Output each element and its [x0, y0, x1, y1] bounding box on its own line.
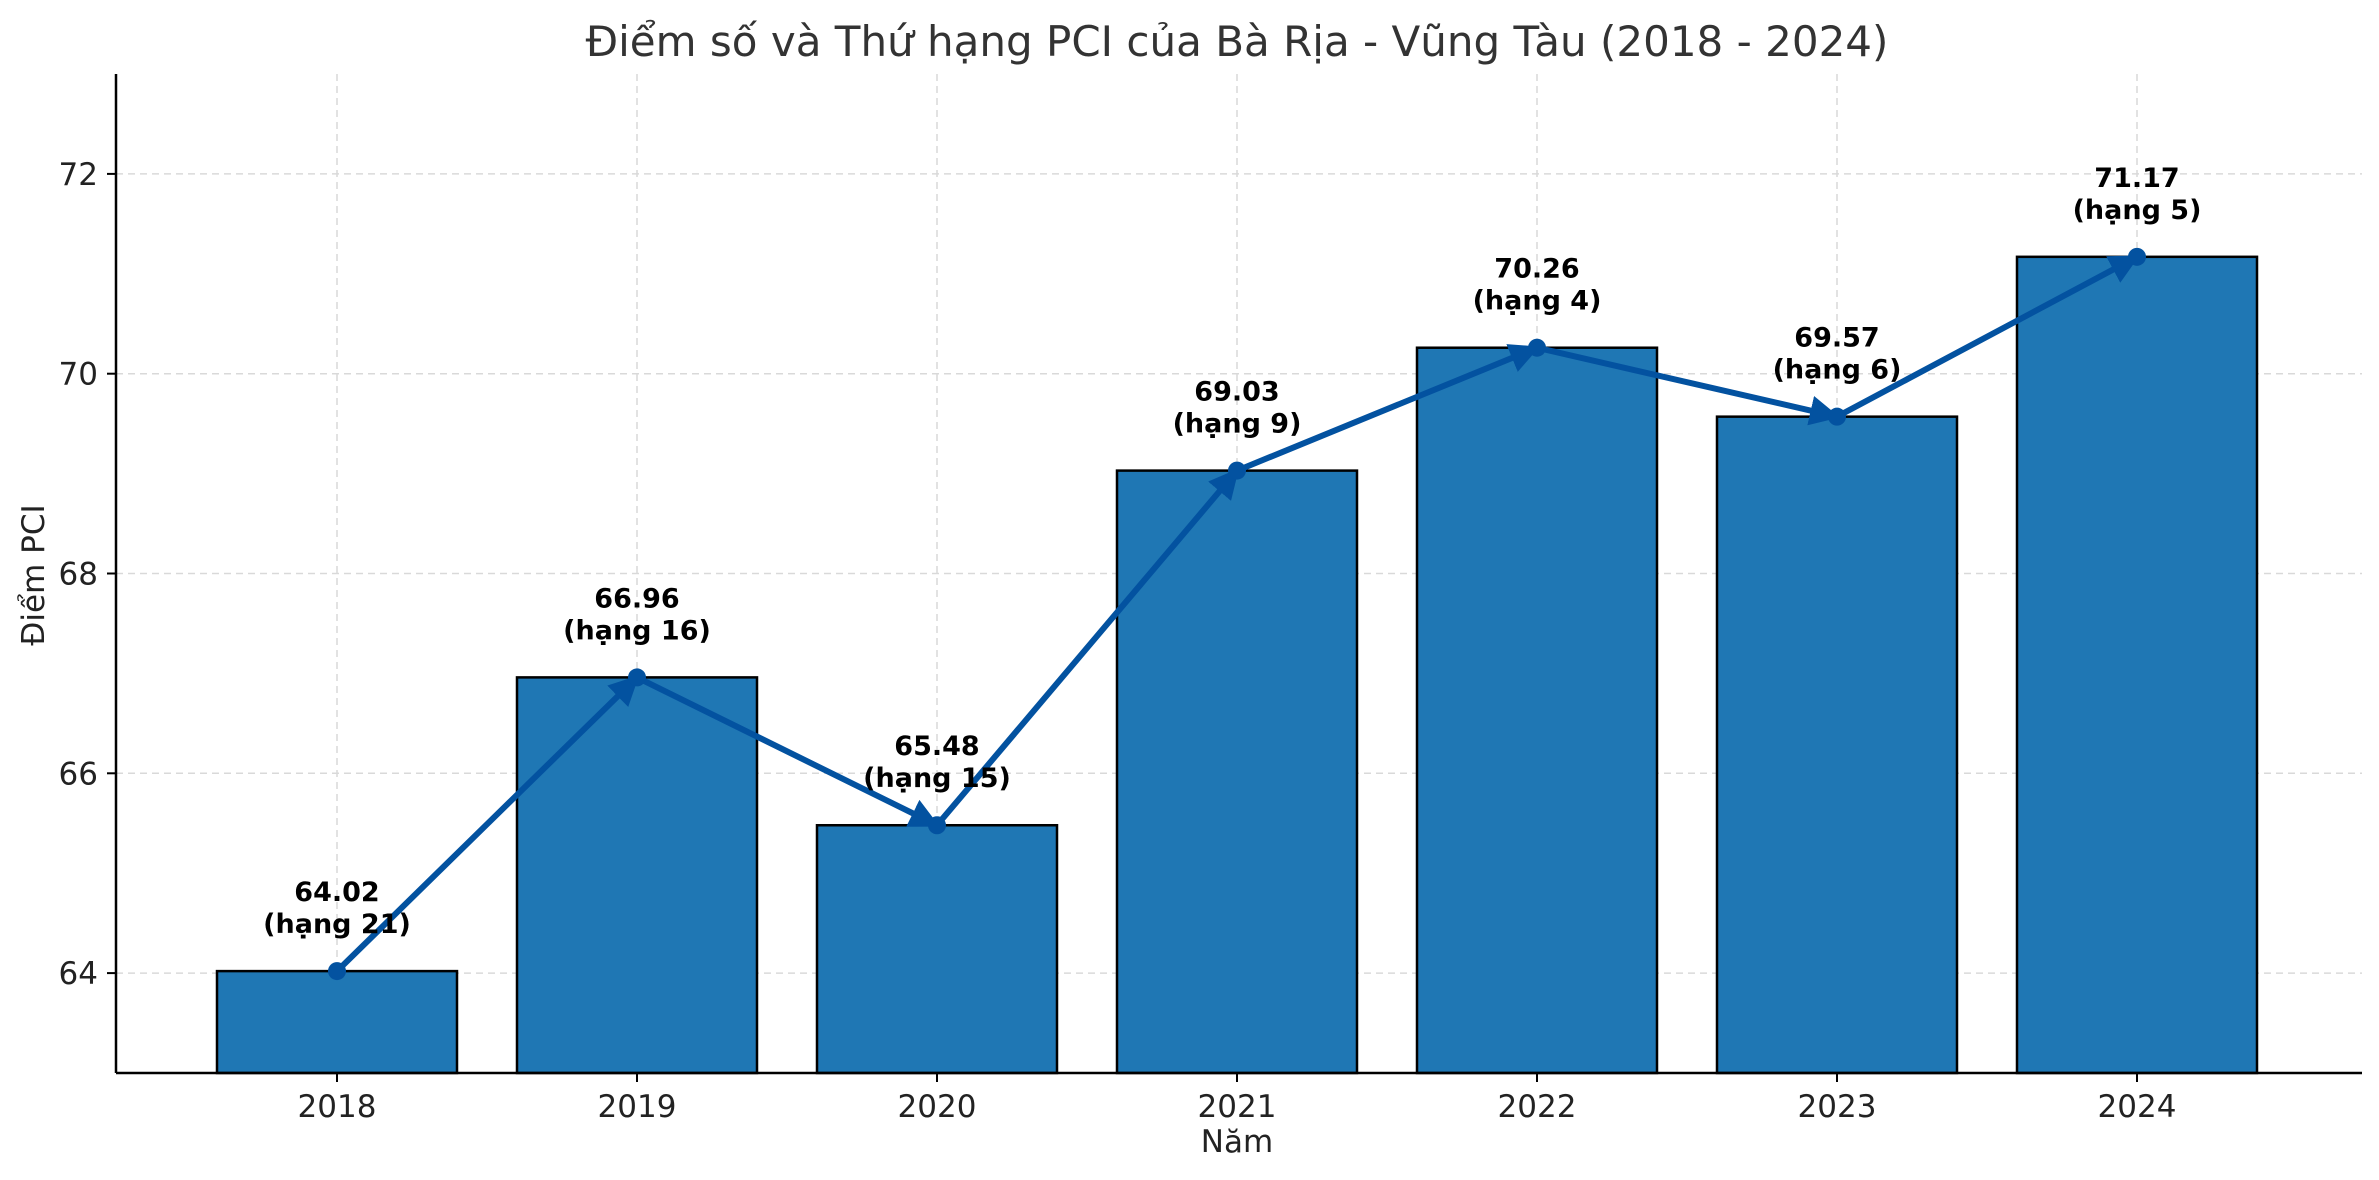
line-segment: [1534, 344, 1840, 426]
rank-label: (hạng 9): [1173, 409, 1302, 440]
point-2022: [1528, 338, 1546, 357]
value-label: 65.48: [894, 731, 979, 762]
point-2018: [328, 962, 346, 981]
rank-label: (hạng 5): [2073, 195, 2202, 226]
axes: 64 66 68 70 72 2018 2019 2020 2021 2022 2023 2024: [59, 74, 2362, 1125]
y-tick-label: 64: [59, 956, 98, 992]
line-segment: [634, 674, 940, 829]
point-2020: [928, 816, 946, 835]
x-tick-label: 2023: [1798, 1089, 1877, 1125]
rank-label: (hạng 4): [1473, 286, 1602, 317]
y-tick-label: 68: [59, 557, 98, 593]
y-tick-label: 72: [59, 157, 98, 193]
y-tick-label: 66: [59, 756, 98, 792]
point-2021: [1228, 461, 1246, 480]
value-label: 70.26: [1494, 254, 1579, 285]
x-tick-label: 2019: [598, 1089, 677, 1125]
rank-label: (hạng 15): [863, 763, 1011, 794]
line-segment: [1234, 344, 1540, 474]
value-label: 71.17: [2094, 163, 2179, 194]
x-tick-label: 2021: [1198, 1089, 1277, 1125]
bar-2019: [515, 676, 759, 1075]
line-segment: [934, 467, 1240, 829]
line-segment: [334, 674, 640, 975]
y-tick-label: 70: [59, 357, 98, 393]
x-tick-label: 2022: [1498, 1089, 1577, 1125]
line-segment: [1834, 253, 2140, 420]
rank-label: (hạng 6): [1773, 355, 1902, 386]
rank-label: (hạng 16): [563, 615, 711, 646]
rank-label: (hạng 21): [263, 909, 411, 940]
value-label: 66.96: [594, 583, 679, 614]
value-label: 69.57: [1794, 323, 1879, 354]
x-tick-label: 2018: [298, 1089, 377, 1125]
point-2019: [628, 668, 646, 687]
value-label: 64.02: [294, 877, 379, 908]
data-labels: 64.02(hạng 21) 66.96(hạng 16) 65.48(hạng 1…: [263, 163, 2201, 940]
x-axis-label: Năm: [1201, 1124, 1273, 1160]
point-2023: [1828, 407, 1846, 426]
bar-2021: [1115, 469, 1359, 1075]
point-2024: [2128, 247, 2146, 266]
chart-title: Điểm số và Thứ hạng PCI của Bà Rịa - Vũn…: [586, 17, 1889, 66]
bar-2018: [215, 969, 459, 1075]
bar-2023: [1715, 415, 1959, 1075]
bar-2024: [2015, 255, 2259, 1075]
value-label: 69.03: [1194, 377, 1279, 408]
bar-2020: [815, 823, 1059, 1075]
score-line: [328, 247, 2146, 981]
x-tick-label: 2020: [898, 1089, 977, 1125]
y-axis-label: Điểm PCI: [16, 504, 52, 645]
bar-2022: [1415, 346, 1659, 1075]
x-tick-label: 2024: [2098, 1089, 2177, 1125]
